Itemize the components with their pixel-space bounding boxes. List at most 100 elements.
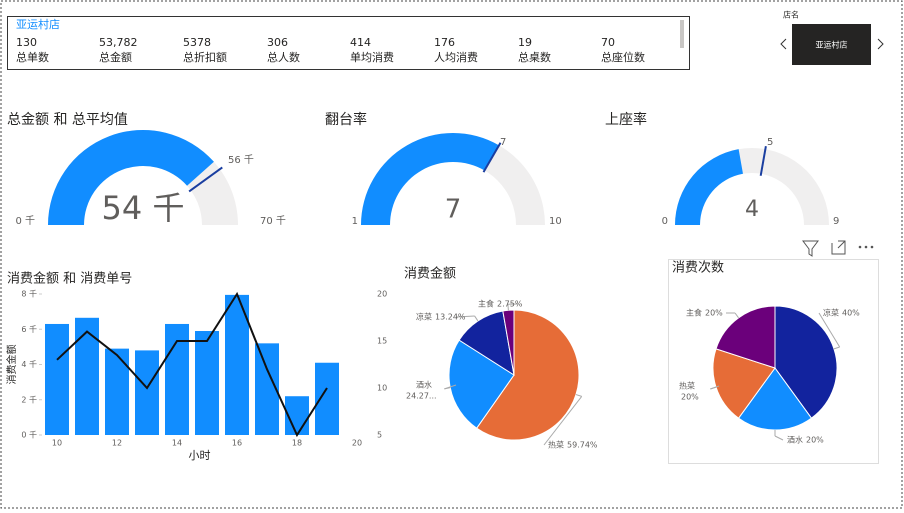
filter-icon[interactable] [802, 240, 819, 257]
focus-icon[interactable] [831, 240, 846, 255]
bar [135, 350, 159, 435]
gauge-fill [361, 133, 499, 225]
pie-slice [475, 309, 580, 441]
slice-category: 酒水 [787, 435, 803, 445]
gauge-value: 4 [745, 197, 759, 222]
kpi-label: 总折扣额 [183, 50, 227, 64]
kpi-value: 19 [518, 36, 532, 49]
gauge-range-label: 10 [549, 216, 562, 227]
leader-line [774, 435, 784, 441]
y-tick-label: 2 千 [21, 394, 37, 404]
x-tick-label: 18 [292, 439, 302, 448]
gauge-target [759, 146, 767, 176]
slice-label: 20% [806, 436, 824, 445]
kpi-value: 5378 [183, 36, 211, 49]
y-axis-title: 消费金额 [5, 345, 18, 385]
leader-line [543, 396, 583, 446]
gauge-range-label: 70 千 [260, 215, 286, 227]
x-tick-label: 14 [172, 439, 182, 448]
gauge-target [188, 166, 223, 193]
x-tick-label: 12 [112, 439, 122, 448]
bar [75, 317, 99, 435]
x-tick-label: 20 [352, 439, 362, 448]
kpi-label: 人均消费 [434, 50, 478, 64]
kpi-value: 70 [601, 36, 615, 49]
gauge-title: 翻台率 [325, 111, 367, 128]
kpi-label: 总单数 [16, 50, 49, 64]
kpi-card-border [7, 16, 690, 70]
kpi-value: 53,782 [99, 36, 138, 49]
bar [225, 294, 249, 435]
slice-category: 主食 [478, 299, 494, 309]
kpi-value: 414 [350, 36, 371, 49]
slice-label: 40% [842, 309, 860, 318]
line [56, 291, 328, 438]
slice-category: 热菜 [679, 381, 695, 391]
x-tick-label: 10 [52, 439, 62, 448]
gauge-target [482, 142, 502, 173]
y2-tick-label: 15 [377, 337, 387, 346]
kpi-value: 176 [434, 36, 455, 49]
slicer-next[interactable] [877, 38, 884, 50]
more-icon[interactable] [858, 245, 874, 249]
gauge-value: 7 [445, 195, 462, 225]
y-tick-label: 6 千 [21, 324, 37, 334]
pie-slice [448, 339, 515, 429]
bar [315, 362, 339, 435]
x-axis-title: 小时 [189, 449, 211, 462]
bar [45, 323, 69, 435]
y2-tick-label: 10 [377, 384, 387, 393]
kpi-value: 306 [267, 36, 288, 49]
gauge-fill [675, 149, 743, 225]
pie-slice [502, 309, 515, 376]
slice-category: 热菜 [548, 440, 564, 450]
chart-title: 消费金额 [404, 266, 456, 282]
slicer-label: 店名 [783, 10, 799, 20]
slice-label: 20% [681, 393, 699, 402]
slicer-tile[interactable] [792, 24, 871, 65]
leader-line [734, 312, 739, 319]
gauge-range-label: 0 千 [15, 215, 35, 227]
gauge-target-label: 5 [767, 137, 773, 148]
slice-category: 凉菜 [416, 312, 432, 322]
slice-label: 20% [705, 309, 723, 318]
kpi-label: 总座位数 [601, 50, 645, 64]
slice-label: 59.74% [567, 441, 598, 450]
slice-category: 酒水 [416, 380, 432, 390]
slicer-value[interactable]: 亚运村店 [816, 40, 848, 50]
bar [195, 331, 219, 435]
gauge-target-label: 56 千 [228, 154, 254, 166]
leader-line [507, 304, 509, 311]
chart-title: 消费金额 和 消费单号 [7, 271, 132, 287]
kpi-card-title: 亚运村店 [16, 17, 60, 31]
slicer-prev[interactable] [780, 38, 787, 50]
y-tick-label: 8 千 [21, 289, 37, 299]
slice-label: 13.24% [435, 313, 466, 322]
slice-label: 2.75% [497, 300, 523, 309]
x-tick-label: 16 [232, 439, 242, 448]
slice-category: 主食 [686, 308, 702, 318]
scrollbar[interactable] [680, 20, 684, 48]
leader-line [444, 384, 457, 390]
gauge-title: 总金额 和 总平均值 [7, 112, 128, 128]
gauge-title: 上座率 [605, 111, 647, 128]
leader-line [575, 394, 582, 397]
gauge-range-label: 9 [833, 216, 839, 227]
kpi-label: 总桌数 [518, 50, 551, 64]
leader-line [455, 315, 475, 318]
y2-tick-label: 20 [377, 290, 387, 299]
slice-category: 凉菜 [823, 308, 839, 318]
leader-line [710, 385, 720, 390]
chart-title: 消费次数 [672, 260, 724, 276]
kpi-label: 单均消费 [350, 50, 394, 64]
leader-line [833, 346, 840, 350]
gauge-value: 54 千 [102, 189, 185, 227]
y2-tick-label: 5 [377, 431, 382, 440]
pie-slice [458, 310, 515, 377]
gauge-fill [48, 130, 214, 225]
kpi-value: 130 [16, 36, 37, 49]
y-tick-label: 4 千 [21, 359, 37, 369]
gauge-range-label: 0 [662, 216, 668, 227]
